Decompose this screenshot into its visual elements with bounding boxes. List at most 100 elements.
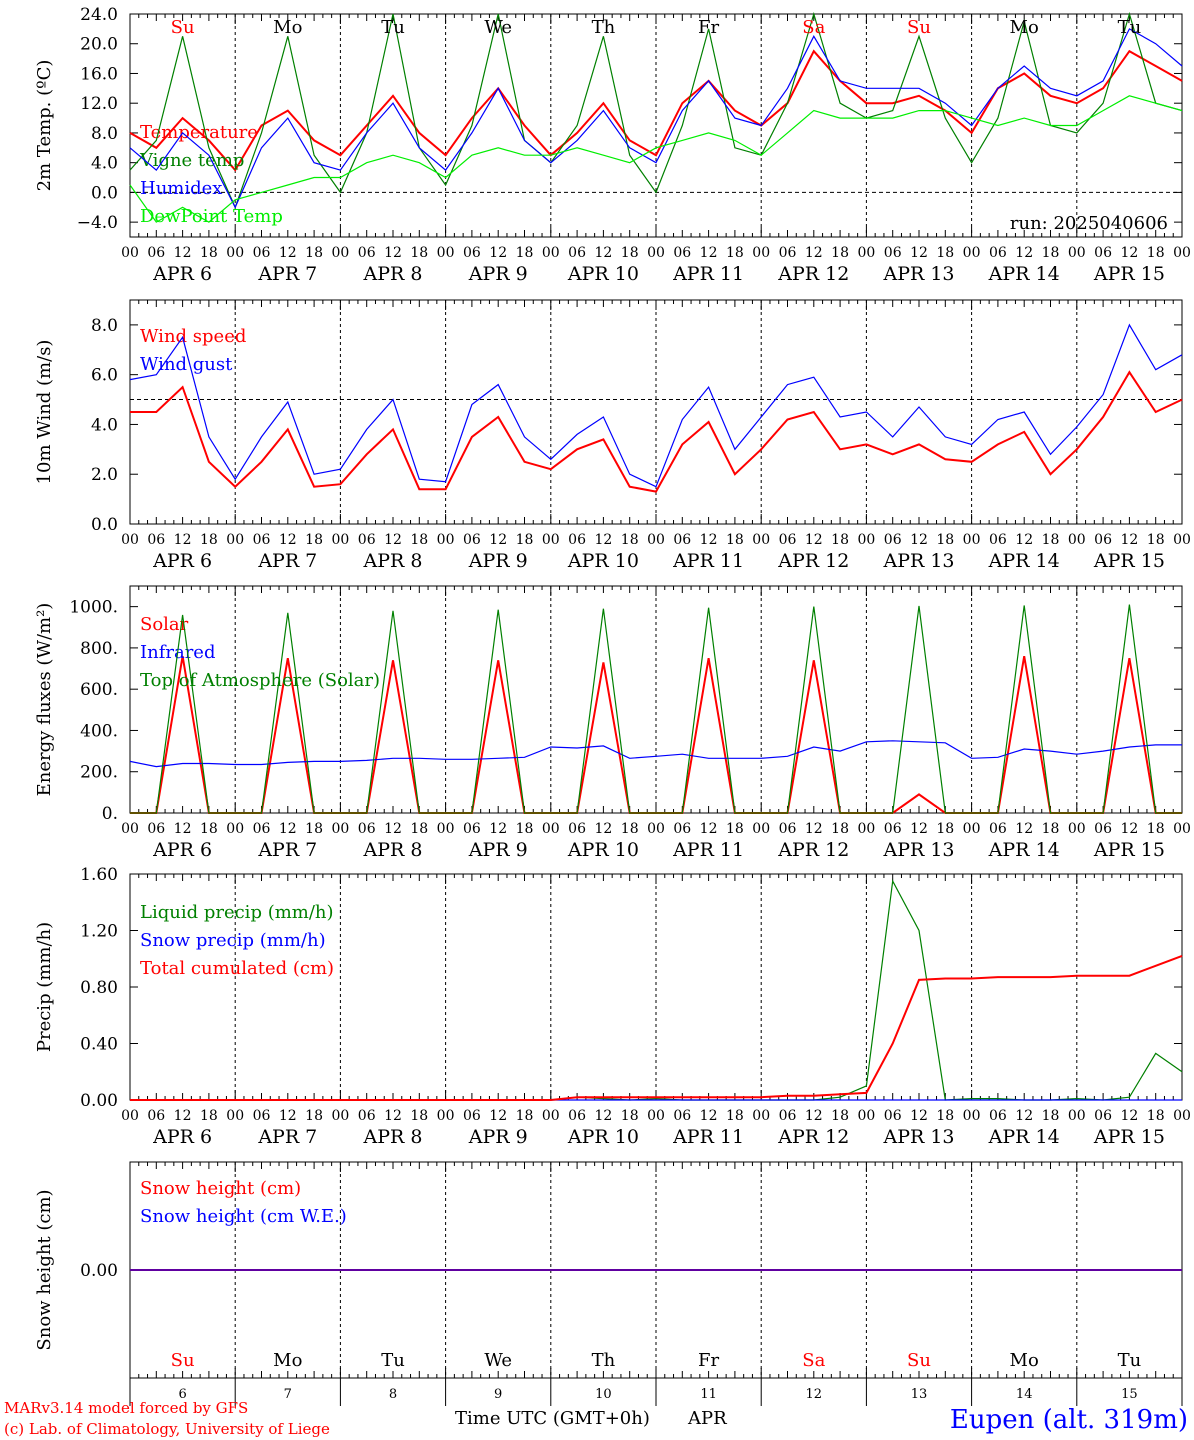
hour-label: 18: [200, 532, 218, 548]
hour-label: 00: [857, 532, 875, 548]
y-tick-label: 4.0: [91, 415, 118, 435]
hour-label: 06: [1094, 245, 1112, 261]
series-line-1: [129, 49, 1183, 172]
date-label: APR 14: [988, 1126, 1060, 1148]
weekday-label: Mo: [273, 1350, 302, 1371]
hour-label: 06: [253, 245, 271, 261]
hour-label: 06: [884, 532, 902, 548]
hour-label: 06: [1094, 1108, 1112, 1124]
panel-1: 24.0 20.0 16.0 12.0 8.0 4.0 0.0 −4.0 2m Temp. (º…: [34, 5, 1191, 285]
hour-label: 18: [621, 245, 639, 261]
date-label: APR 14: [988, 839, 1060, 861]
day-number-label: 14: [1016, 1387, 1033, 1402]
hour-label: 06: [1094, 821, 1112, 837]
hour-label: 12: [174, 532, 192, 548]
hour-label: 06: [673, 821, 691, 837]
x-axis-title: Time UTC (GMT+0h): [455, 1408, 650, 1429]
hour-label: 00: [1068, 245, 1086, 261]
series-line-4: [129, 95, 1183, 223]
y-tick-label: 0.0: [91, 515, 118, 535]
y-tick-label: 6.0: [91, 366, 118, 386]
hour-label: 00: [1173, 245, 1191, 261]
series-line-3: [130, 954, 1183, 1101]
hour-label: 12: [174, 821, 192, 837]
legend-entry: Temperature: [140, 122, 258, 143]
hour-label: 12: [594, 821, 612, 837]
hour-label: 12: [489, 821, 507, 837]
date-label: APR 8: [363, 263, 423, 285]
y-tick-label: 600.: [80, 680, 118, 700]
hour-label: 18: [200, 821, 218, 837]
footer: MARv3.14 model forced by GFS (c) Lab. of…: [4, 1399, 1188, 1438]
weekday-label: Mo: [1010, 17, 1039, 38]
panel-3: 1000. 800. 600. 400. 200. 0. Energy fluxes (W/…: [34, 585, 1191, 861]
hour-label: 06: [568, 821, 586, 837]
weekday-label: Mo: [273, 17, 302, 38]
hour-label: 06: [884, 245, 902, 261]
day-number-label: 7: [284, 1387, 292, 1402]
date-label: APR 12: [777, 839, 849, 861]
hour-label: 00: [331, 245, 349, 261]
hour-label: 06: [779, 245, 797, 261]
weekday-label: Su: [171, 17, 195, 38]
date-label: APR 10: [567, 1126, 639, 1148]
y-tick-label: 0.00: [80, 1261, 118, 1281]
y-tick-label: 200.: [80, 763, 118, 783]
date-label: APR 6: [152, 839, 212, 861]
date-label: APR 12: [777, 1126, 849, 1148]
date-label: APR 11: [672, 550, 744, 572]
hour-label: 00: [1068, 1108, 1086, 1124]
hour-label: 12: [174, 245, 192, 261]
hour-label: 06: [884, 1108, 902, 1124]
hour-label: 12: [1015, 245, 1033, 261]
day-number-label: 8: [389, 1387, 397, 1402]
hour-label: 18: [410, 821, 428, 837]
credit-line-2: (c) Lab. of Climatology, University of L…: [4, 1420, 330, 1438]
hour-label: 12: [700, 245, 718, 261]
hour-label: 06: [989, 1108, 1007, 1124]
hour-label: 00: [963, 821, 981, 837]
day-number-label: 12: [806, 1387, 823, 1402]
hour-label: 18: [831, 821, 849, 837]
date-label: APR 6: [152, 263, 212, 285]
hour-label: 00: [647, 1108, 665, 1124]
weekday-label: Th: [592, 17, 616, 38]
hour-label: 18: [516, 821, 534, 837]
hour-label: 12: [700, 821, 718, 837]
y-axis-label: 2m Temp. (ºC): [34, 60, 55, 192]
meteogram-panels: 24.0 20.0 16.0 12.0 8.0 4.0 0.0 −4.0 2m Temp. (º…: [34, 5, 1191, 1406]
panel-5: 0.00 Snow height (cm) Snow height (cm) Snow…: [34, 1161, 1183, 1406]
hour-label: 18: [621, 1108, 639, 1124]
date-label: APR 8: [363, 550, 423, 572]
hour-label: 00: [963, 532, 981, 548]
hour-label: 00: [226, 1108, 244, 1124]
hour-label: 06: [779, 532, 797, 548]
legend-entry: Snow height (cm W.E.): [140, 1206, 347, 1227]
hour-label: 00: [121, 821, 139, 837]
date-label: APR 8: [363, 1126, 423, 1148]
hour-label: 00: [857, 1108, 875, 1124]
hour-label: 12: [910, 1108, 928, 1124]
hour-label: 00: [857, 245, 875, 261]
date-label: APR 13: [882, 263, 954, 285]
panel-2: 8.0 6.0 4.0 2.0 0.0 10m Wind (m/s) Wind speed W…: [34, 299, 1191, 572]
date-label: APR 13: [882, 1126, 954, 1148]
weekday-label: Tu: [381, 17, 405, 38]
y-tick-label: 0.00: [80, 1091, 118, 1111]
series-line-2: [129, 323, 1183, 488]
hour-label: 00: [121, 245, 139, 261]
weekday-label: We: [484, 1350, 512, 1371]
hour-label: 18: [200, 1108, 218, 1124]
hour-label: 00: [331, 532, 349, 548]
hour-label: 12: [700, 532, 718, 548]
hour-label: 06: [779, 1108, 797, 1124]
hour-label: 06: [463, 1108, 481, 1124]
hour-label: 06: [568, 1108, 586, 1124]
hour-label: 06: [568, 245, 586, 261]
hour-label: 12: [910, 532, 928, 548]
hour-label: 12: [174, 1108, 192, 1124]
hour-label: 06: [253, 821, 271, 837]
y-tick-label: 24.0: [80, 5, 118, 25]
hour-label: 12: [279, 1108, 297, 1124]
hour-label: 18: [305, 245, 323, 261]
